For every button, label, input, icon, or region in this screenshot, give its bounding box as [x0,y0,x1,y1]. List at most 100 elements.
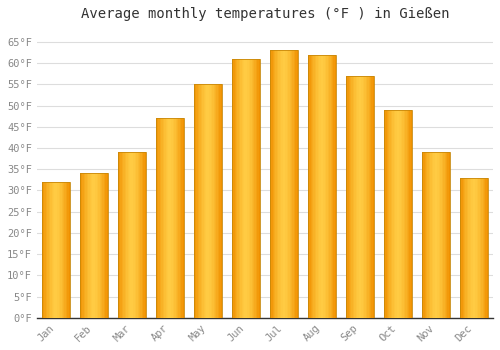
Bar [402,110,404,318]
Bar [394,110,395,318]
Bar [234,59,236,318]
Bar [471,178,472,318]
Bar [366,76,367,318]
Bar [240,59,242,318]
Bar [314,55,315,318]
Bar [254,59,256,318]
Bar [218,84,220,318]
Bar [236,59,238,318]
Bar [60,182,62,318]
Bar [429,152,430,318]
Bar [210,84,211,318]
Bar [259,59,260,318]
Bar [220,84,222,318]
Bar [353,76,354,318]
Bar [428,152,429,318]
Bar [94,174,96,318]
Bar [329,55,330,318]
Bar [432,152,433,318]
Bar [274,50,276,318]
Bar [309,55,310,318]
Bar [253,59,254,318]
Bar [328,55,329,318]
Bar [372,76,373,318]
Bar [449,152,450,318]
Bar [433,152,434,318]
Bar [477,178,478,318]
Bar [391,110,392,318]
Bar [370,76,372,318]
Bar [334,55,335,318]
Bar [178,118,180,318]
Bar [320,55,322,318]
Bar [206,84,208,318]
Bar [48,182,50,318]
Bar [258,59,259,318]
Bar [80,174,108,318]
Bar [316,55,318,318]
Bar [404,110,405,318]
Bar [364,76,366,318]
Bar [170,118,172,318]
Bar [388,110,390,318]
Bar [243,59,244,318]
Bar [480,178,481,318]
Bar [482,178,484,318]
Bar [346,76,347,318]
Bar [330,55,332,318]
Bar [310,55,312,318]
Bar [232,59,233,318]
Bar [322,55,324,318]
Bar [63,182,64,318]
Bar [484,178,486,318]
Bar [474,178,476,318]
Bar [356,76,357,318]
Bar [118,152,146,318]
Bar [362,76,363,318]
Bar [386,110,388,318]
Bar [142,152,144,318]
Bar [288,50,290,318]
Bar [406,110,408,318]
Bar [350,76,352,318]
Bar [157,118,158,318]
Bar [91,174,92,318]
Bar [400,110,401,318]
Bar [438,152,439,318]
Bar [461,178,462,318]
Bar [384,110,412,318]
Bar [276,50,277,318]
Bar [132,152,134,318]
Bar [82,174,84,318]
Bar [446,152,448,318]
Bar [120,152,122,318]
Bar [198,84,200,318]
Bar [332,55,334,318]
Bar [58,182,60,318]
Bar [358,76,360,318]
Bar [481,178,482,318]
Bar [180,118,182,318]
Bar [57,182,58,318]
Bar [130,152,132,318]
Bar [408,110,410,318]
Bar [308,55,309,318]
Bar [56,182,57,318]
Bar [401,110,402,318]
Bar [312,55,314,318]
Bar [422,152,423,318]
Bar [252,59,253,318]
Bar [384,110,385,318]
Title: Average monthly temperatures (°F ) in Gießen: Average monthly temperatures (°F ) in Gi… [80,7,449,21]
Bar [444,152,446,318]
Bar [363,76,364,318]
Bar [324,55,325,318]
Bar [277,50,278,318]
Bar [476,178,477,318]
Bar [122,152,124,318]
Bar [436,152,438,318]
Bar [52,182,53,318]
Bar [68,182,70,318]
Bar [354,76,356,318]
Bar [211,84,212,318]
